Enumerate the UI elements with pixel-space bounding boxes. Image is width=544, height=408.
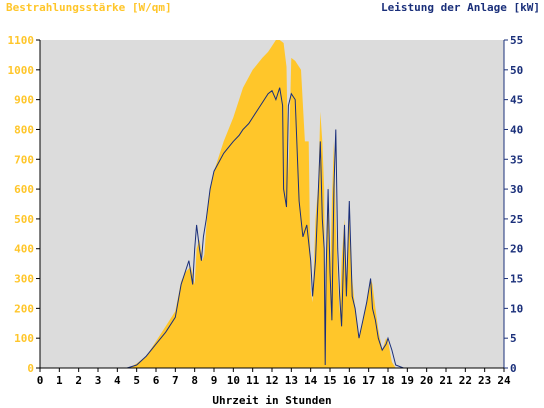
left-tick-label: 0	[27, 362, 34, 375]
x-tick-label: 12	[265, 374, 278, 387]
x-tick-label: 22	[459, 374, 472, 387]
x-tick-label: 0	[37, 374, 44, 387]
x-tick-label: 21	[439, 374, 453, 387]
x-tick-label: 6	[153, 374, 160, 387]
right-tick-label: 25	[510, 213, 523, 226]
left-tick-label: 300	[14, 273, 34, 286]
right-tick-label: 40	[510, 123, 523, 136]
x-tick-label: 4	[114, 374, 121, 387]
right-tick-label: 50	[510, 64, 523, 77]
x-tick-label: 23	[478, 374, 491, 387]
right-tick-label: 10	[510, 302, 523, 315]
right-tick-label: 5	[510, 332, 517, 345]
left-tick-label: 100	[14, 332, 34, 345]
right-axis-title: Leistung der Anlage [kW]	[381, 1, 540, 14]
x-tick-label: 16	[343, 374, 357, 387]
x-tick-label: 7	[172, 374, 179, 387]
right-tick-label: 30	[510, 183, 523, 196]
x-tick-label: 10	[227, 374, 240, 387]
right-tick-label: 20	[510, 243, 523, 256]
left-tick-label: 400	[14, 243, 34, 256]
x-tick-label: 24	[497, 374, 511, 387]
right-tick-label: 55	[510, 34, 523, 47]
series-irradiance-area	[40, 40, 504, 368]
series-power-line	[40, 87, 504, 369]
x-tick-label: 2	[75, 374, 82, 387]
x-tick-label: 5	[133, 374, 140, 387]
left-tick-label: 200	[14, 302, 34, 315]
right-tick-label: 15	[510, 273, 523, 286]
left-tick-label: 1000	[8, 64, 35, 77]
x-tick-label: 1	[56, 374, 63, 387]
x-tick-label: 3	[95, 374, 102, 387]
left-tick-label: 700	[14, 153, 34, 166]
x-tick-label: 11	[246, 374, 260, 387]
left-tick-label: 800	[14, 123, 34, 136]
right-tick-label: 0	[510, 362, 517, 375]
x-axis-label: Uhrzeit in Stunden	[212, 394, 332, 407]
x-tick-label: 19	[401, 374, 414, 387]
x-tick-label: 20	[420, 374, 433, 387]
left-tick-label: 600	[14, 183, 34, 196]
right-tick-label: 35	[510, 153, 523, 166]
x-tick-label: 17	[362, 374, 375, 387]
x-tick-label: 18	[381, 374, 394, 387]
left-tick-label: 900	[14, 94, 34, 107]
x-tick-label: 15	[323, 374, 336, 387]
left-tick-label: 1100	[8, 34, 35, 47]
left-tick-label: 500	[14, 213, 34, 226]
left-axis-title: Bestrahlungsstärke [W/qm]	[6, 1, 172, 14]
x-tick-label: 9	[211, 374, 218, 387]
x-tick-label: 8	[191, 374, 198, 387]
x-tick-label: 14	[304, 374, 318, 387]
x-tick-label: 13	[285, 374, 298, 387]
right-tick-label: 45	[510, 94, 523, 107]
